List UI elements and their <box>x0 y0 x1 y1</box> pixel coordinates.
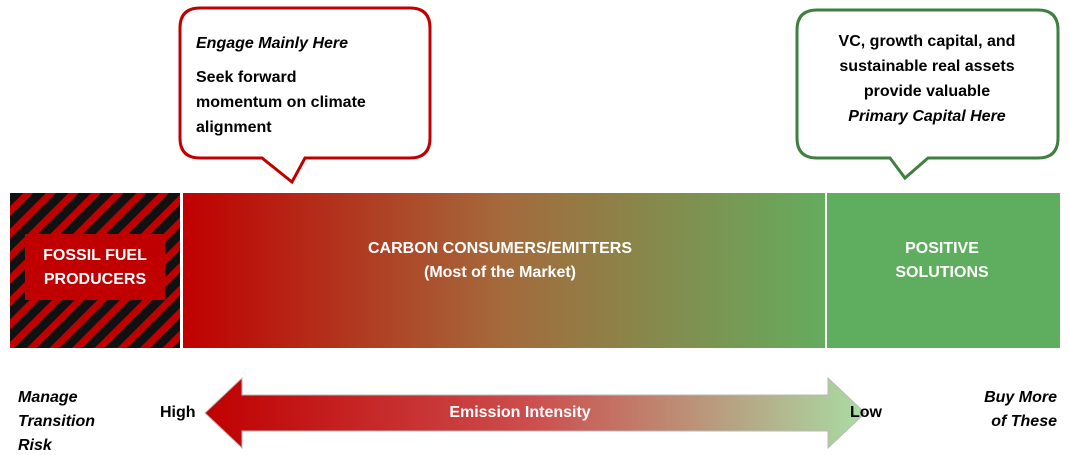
segment-label: FOSSIL FUEL <box>43 247 147 264</box>
segment-label: POSITIVE <box>905 240 979 257</box>
bubble-line: VC, growth capital, and <box>839 33 1016 50</box>
arrow-label: Emission Intensity <box>449 404 590 421</box>
right-note: of These <box>991 413 1057 430</box>
fossil-label-box <box>25 234 165 300</box>
left-note: Transition <box>18 413 95 430</box>
bubble-title: Engage Mainly Here <box>196 35 348 52</box>
segment-label: CARBON CONSUMERS/EMITTERS <box>368 240 632 257</box>
intensity-arrow <box>204 376 866 450</box>
low-label: Low <box>850 404 883 421</box>
segment-label: PRODUCERS <box>44 271 147 288</box>
right-bubble <box>795 8 1060 181</box>
consumers-segment <box>183 193 825 348</box>
left-bubble <box>178 6 432 185</box>
bubble-line: Seek forward <box>196 69 296 86</box>
left-note: Manage <box>18 389 78 406</box>
right-note: Buy More <box>984 389 1057 406</box>
bubble-line: alignment <box>196 119 272 136</box>
bubble-line: sustainable real assets <box>839 58 1014 75</box>
bubble-line: provide valuable <box>864 83 990 100</box>
solutions-segment <box>827 193 1060 348</box>
bubble-emphasis: Primary Capital Here <box>848 108 1006 125</box>
segment-label: SOLUTIONS <box>895 264 989 281</box>
high-label: High <box>160 404 196 421</box>
bubble-line: momentum on climate <box>196 94 366 111</box>
left-note: Risk <box>18 437 53 454</box>
segment-label: (Most of the Market) <box>424 264 576 281</box>
